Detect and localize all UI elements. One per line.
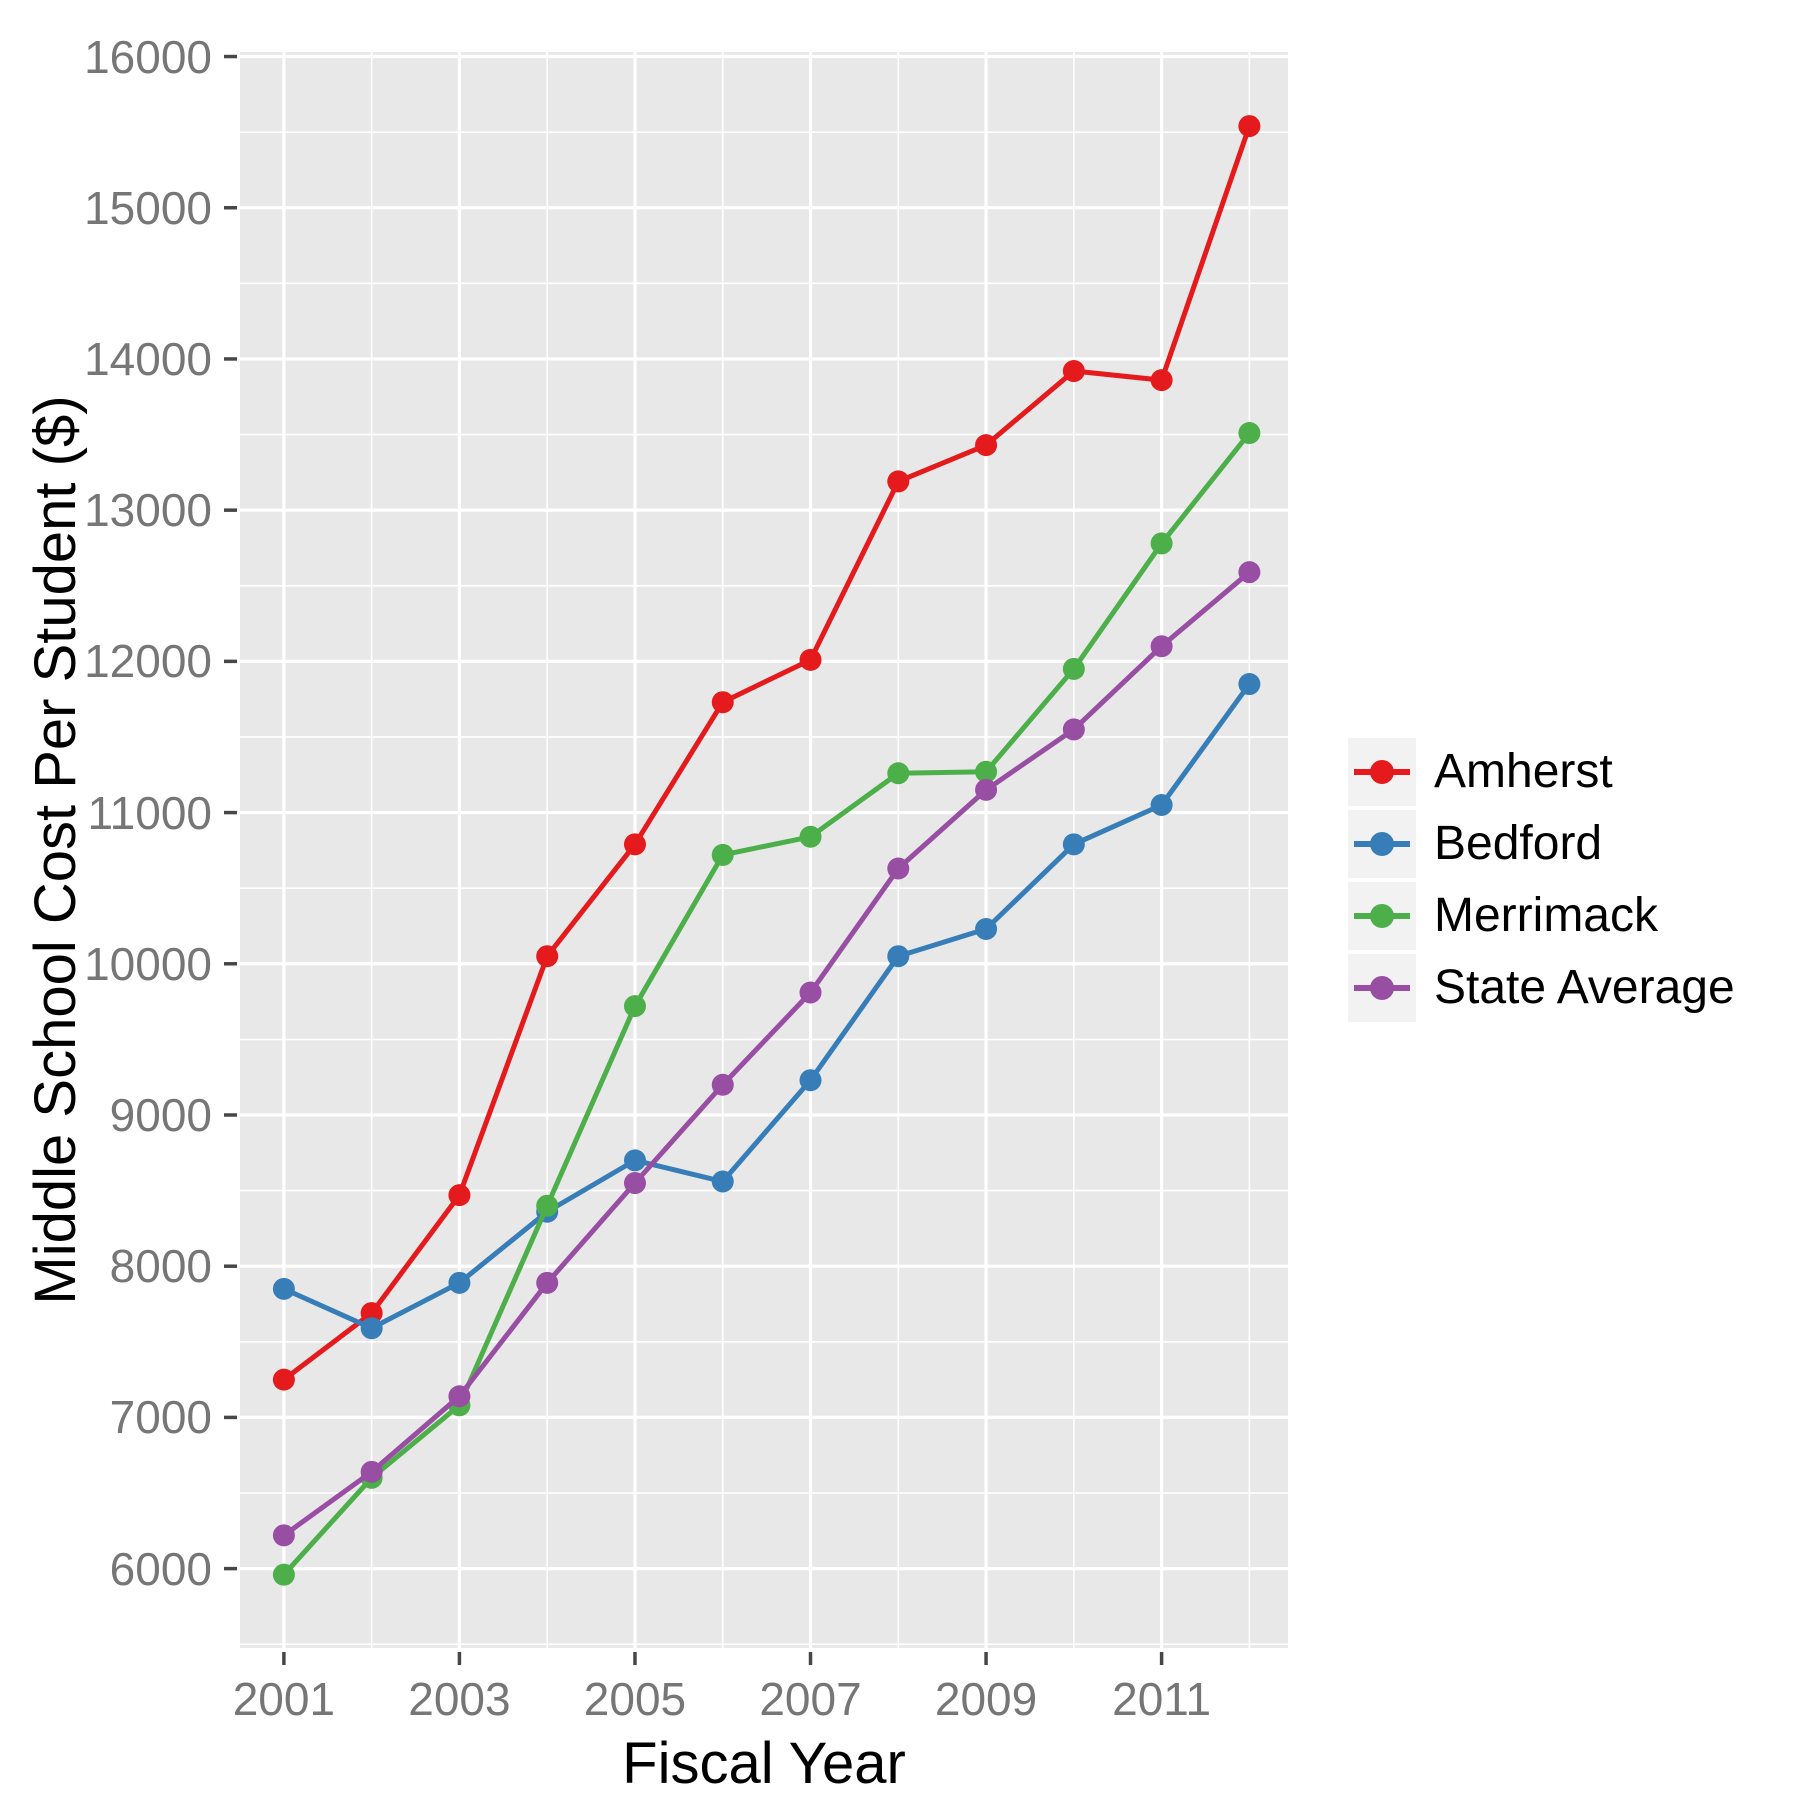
point-amherst-2006 — [711, 691, 734, 714]
point-state-average-2003 — [448, 1385, 471, 1408]
y-tick-label-14000: 14000 — [84, 332, 212, 385]
point-state-average-2002 — [360, 1460, 383, 1483]
point-amherst-2003 — [448, 1184, 471, 1207]
point-bedford-2012 — [1238, 673, 1261, 696]
point-amherst-2007 — [799, 648, 822, 671]
y-tick-label-9000: 9000 — [109, 1088, 212, 1141]
point-state-average-2004 — [536, 1271, 559, 1294]
point-bedford-2009 — [975, 918, 998, 941]
point-bedford-2010 — [1062, 833, 1085, 856]
point-state-average-2008 — [887, 857, 910, 880]
point-state-average-2005 — [623, 1172, 646, 1195]
legend-row-merrimack: Merrimack — [1348, 880, 1735, 952]
legend-row-bedford: Bedford — [1348, 808, 1735, 880]
point-bedford-2005 — [623, 1149, 646, 1172]
y-tick-label-11000: 11000 — [87, 786, 212, 839]
series-line-merrimack — [281, 430, 1252, 1578]
point-merrimack-2011 — [1150, 532, 1173, 555]
point-state-average-2009 — [975, 778, 998, 801]
y-tick-label-7000: 7000 — [109, 1391, 212, 1444]
y-tick-label-8000: 8000 — [109, 1240, 212, 1293]
legend-key-icon-bedford — [1348, 810, 1416, 878]
y-tick-label-15000: 15000 — [84, 181, 212, 234]
point-bedford-2006 — [711, 1170, 734, 1193]
series-line-amherst — [281, 123, 1252, 1383]
y-tick-label-13000: 13000 — [84, 484, 212, 537]
legend: Amherst Bedford Merrimack State Average — [1348, 736, 1735, 1024]
y-tick-label-16000: 16000 — [84, 30, 212, 83]
point-bedford-2002 — [360, 1317, 383, 1340]
point-merrimack-2001 — [272, 1563, 295, 1586]
point-merrimack-2007 — [799, 825, 822, 848]
point-amherst-2002 — [360, 1302, 383, 1325]
series-line-bedford — [281, 681, 1252, 1331]
panel-background — [240, 52, 1288, 1648]
point-amherst-2012 — [1238, 115, 1261, 138]
point-amherst-2005 — [623, 833, 646, 856]
point-merrimack-2010 — [1062, 657, 1085, 680]
point-amherst-2001 — [272, 1368, 295, 1391]
point-amherst-2004 — [536, 945, 559, 968]
point-bedford-2008 — [887, 945, 910, 968]
x-axis-title: Fiscal Year — [622, 1731, 906, 1796]
point-state-average-2012 — [1238, 561, 1261, 584]
y-tick-label-10000: 10000 — [84, 937, 212, 990]
x-tick-label-2005: 2005 — [583, 1673, 687, 1725]
point-state-average-2010 — [1062, 718, 1085, 741]
legend-row-state-average: State Average — [1348, 952, 1735, 1024]
legend-row-amherst: Amherst — [1348, 736, 1735, 808]
y-tick-label-12000: 12000 — [84, 635, 212, 688]
x-tick-label-2001: 2001 — [232, 1673, 336, 1725]
point-state-average-2006 — [711, 1073, 734, 1096]
legend-label-amherst: Amherst — [1434, 745, 1613, 798]
point-bedford-2011 — [1150, 794, 1173, 817]
point-merrimack-2004 — [536, 1194, 559, 1217]
point-merrimack-2006 — [711, 843, 734, 866]
point-bedford-2001 — [272, 1277, 295, 1300]
x-tick-label-2009: 2009 — [934, 1673, 1038, 1725]
point-amherst-2011 — [1150, 369, 1173, 392]
point-bedford-2003 — [448, 1271, 471, 1294]
point-merrimack-2008 — [887, 762, 910, 785]
x-tick-label-2007: 2007 — [759, 1673, 862, 1725]
x-tick-label-2011: 2011 — [1112, 1673, 1212, 1725]
y-axis-title: Middle School Cost Per Student ($) — [23, 395, 88, 1305]
legend-label-merrimack: Merrimack — [1434, 889, 1658, 942]
y-tick-label-6000: 6000 — [109, 1542, 212, 1595]
point-state-average-2001 — [272, 1524, 295, 1547]
point-bedford-2007 — [799, 1069, 822, 1092]
point-merrimack-2005 — [623, 995, 646, 1018]
point-merrimack-2012 — [1238, 422, 1261, 445]
legend-label-state-average: State Average — [1434, 961, 1735, 1014]
x-tick-label-2003: 2003 — [408, 1673, 511, 1725]
series-line-state-average — [281, 569, 1252, 1538]
point-amherst-2008 — [887, 470, 910, 493]
point-state-average-2007 — [799, 981, 822, 1004]
point-state-average-2011 — [1150, 635, 1173, 658]
legend-label-bedford: Bedford — [1434, 817, 1603, 870]
legend-key-icon-merrimack — [1348, 882, 1416, 950]
point-merrimack-2009 — [975, 760, 998, 783]
legend-key-icon-state-average — [1348, 954, 1416, 1022]
legend-key-icon-amherst — [1348, 738, 1416, 806]
point-amherst-2009 — [975, 434, 998, 457]
point-amherst-2010 — [1062, 360, 1085, 383]
